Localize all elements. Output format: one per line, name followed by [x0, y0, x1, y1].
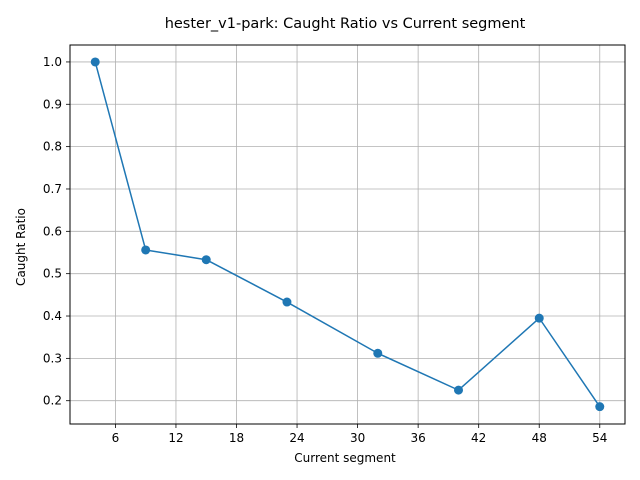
x-tick-label: 36	[410, 431, 425, 445]
x-tick-label: 18	[229, 431, 244, 445]
x-tick-label: 48	[532, 431, 547, 445]
data-point	[534, 313, 544, 323]
data-point	[595, 402, 605, 412]
x-tick-label: 42	[471, 431, 486, 445]
data-point	[141, 245, 151, 255]
y-tick-label: 0.7	[43, 182, 62, 196]
x-tick-label: 6	[112, 431, 120, 445]
y-tick-label: 0.3	[43, 351, 62, 365]
x-tick-label: 30	[350, 431, 365, 445]
y-tick-label: 0.9	[43, 97, 62, 111]
x-tick-label: 12	[168, 431, 183, 445]
data-point	[373, 348, 383, 358]
series-line	[94, 61, 601, 408]
chart-title: hester_v1-park: Caught Ratio vs Current …	[165, 16, 526, 32]
y-tick-label: 0.2	[43, 394, 62, 408]
x-tick-label: 54	[592, 431, 607, 445]
data-point	[454, 385, 463, 395]
plot-frame	[69, 44, 626, 425]
y-tick-label: 0.6	[43, 224, 62, 238]
axis-ticks: 6 12 18 24 30 36 42 48 54 0.2 0.3 0.4 0.5 0.6 0.7 0.8 0.…	[43, 55, 608, 445]
data-point	[201, 255, 211, 265]
y-tick-label: 0.8	[43, 140, 62, 154]
y-tick-label: 0.5	[43, 267, 62, 281]
grid	[70, 45, 625, 424]
x-axis-label: Current segment	[294, 451, 396, 465]
data-point	[282, 297, 292, 307]
x-tick-label: 24	[289, 431, 304, 445]
data-point	[90, 57, 100, 67]
y-axis-label: Caught Ratio	[14, 208, 28, 286]
y-tick-label: 0.4	[43, 309, 62, 323]
series-layer	[90, 57, 605, 412]
y-tick-label: 1.0	[43, 55, 62, 69]
